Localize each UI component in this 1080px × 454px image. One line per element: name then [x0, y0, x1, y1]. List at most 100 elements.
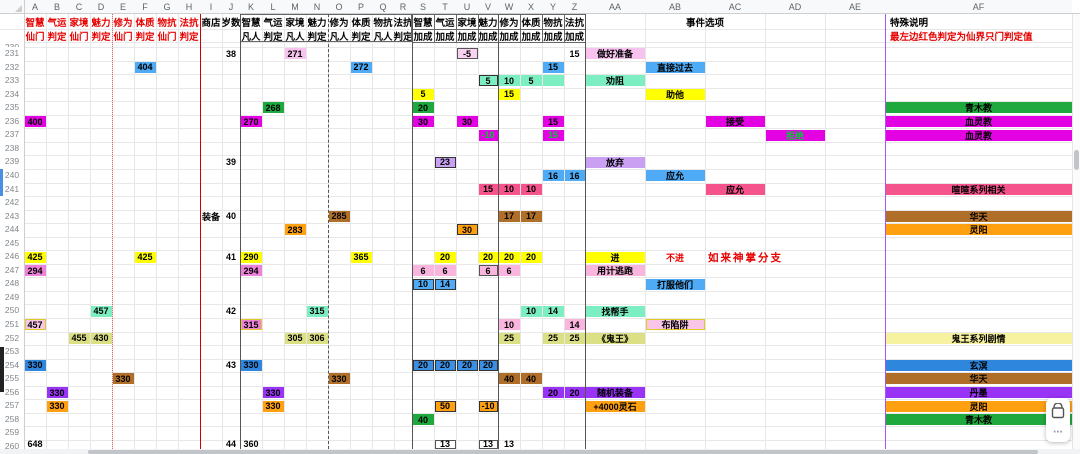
cell-AB251[interactable]: 布陷阱 [645, 319, 705, 331]
header2-D[interactable]: 判定 [91, 31, 111, 43]
cell-A260[interactable]: 648 [27, 439, 43, 450]
cell-J243[interactable]: 40 [225, 211, 236, 222]
col-header-I[interactable]: I [200, 0, 222, 14]
header2-H[interactable]: 判定 [179, 31, 199, 43]
cell-Y252[interactable]: 25 [542, 332, 564, 344]
cell-AB232[interactable]: 直接过去 [645, 61, 705, 73]
cell-K236[interactable]: 270 [240, 116, 262, 128]
col-header-W[interactable]: W [498, 0, 520, 14]
header2-G[interactable]: 仙门 [157, 31, 177, 43]
row-header-238[interactable]: 238 [0, 141, 24, 156]
header1-W[interactable]: 修为 [499, 17, 519, 29]
col-header-Y[interactable]: Y [542, 0, 564, 14]
col-header-H[interactable]: H [178, 0, 200, 14]
col-header-X[interactable]: X [520, 0, 542, 14]
cell-V254[interactable]: 20 [478, 359, 498, 371]
col-header-AC[interactable]: AC [705, 0, 765, 14]
col-header-T[interactable]: T [434, 0, 456, 14]
cell-AF244[interactable]: 灵阳 [885, 224, 1072, 236]
row-header-233[interactable]: 233 [0, 74, 24, 88]
cell-F246[interactable]: 425 [134, 251, 156, 263]
cell-AB246[interactable]: 不进 [665, 252, 684, 263]
cell-P232[interactable]: 272 [350, 61, 372, 73]
cell-V233[interactable]: 5 [478, 75, 498, 87]
cell-J260[interactable]: 44 [225, 439, 236, 450]
row-header-240[interactable]: 240 [0, 168, 24, 183]
cell-T239[interactable]: 23 [434, 156, 456, 168]
cell-W233[interactable]: 10 [498, 75, 520, 87]
header2-Y[interactable]: 加成 [543, 31, 563, 43]
cell-F232[interactable]: 404 [134, 61, 156, 73]
cell-Y240[interactable]: 16 [542, 170, 564, 182]
header1-U[interactable]: 家境 [457, 17, 477, 29]
header2-C[interactable]: 仙门 [69, 31, 89, 43]
cell-AA239[interactable]: 放弃 [585, 156, 645, 168]
header1-P[interactable]: 体质 [351, 17, 371, 29]
row-header-246[interactable]: 246 [0, 250, 24, 264]
col-header-F[interactable]: F [134, 0, 156, 14]
row-header-234[interactable]: 234 [0, 87, 24, 102]
header2-Z[interactable]: 加成 [564, 31, 584, 43]
row-header-245[interactable]: 245 [0, 236, 24, 251]
col-header-O[interactable]: O [328, 0, 350, 14]
header1-D[interactable]: 魅力 [91, 17, 111, 29]
bag-icon[interactable] [1051, 403, 1065, 419]
row-header-258[interactable]: 258 [0, 412, 24, 427]
col-header-U[interactable]: U [456, 0, 478, 14]
row-header-242[interactable]: 242 [0, 196, 24, 210]
col-header-AB[interactable]: AB [645, 0, 705, 14]
more-options[interactable]: ⋯ [1053, 427, 1063, 438]
header1-I[interactable]: 商店 [201, 17, 221, 29]
cell-L257[interactable]: 330 [262, 400, 284, 412]
row-header-250[interactable]: 250 [0, 304, 24, 318]
cell-W246[interactable]: 20 [498, 251, 520, 263]
cell-K246[interactable]: 290 [240, 251, 262, 263]
col-header-N[interactable]: N [306, 0, 328, 14]
cell-AF236[interactable]: 血灵教 [885, 116, 1072, 128]
cell-T246[interactable]: 20 [434, 251, 456, 263]
cell-AF254[interactable]: 玄溟 [885, 359, 1072, 371]
header1-J[interactable]: 岁数 [221, 17, 241, 29]
cell-A236[interactable]: 400 [24, 116, 46, 128]
row-header-232[interactable]: 232 [0, 60, 24, 75]
cell-Z256[interactable]: 20 [564, 387, 585, 399]
header2-U[interactable]: 加成 [457, 31, 477, 43]
cell-Z231[interactable]: 15 [569, 48, 580, 59]
header2-T[interactable]: 加成 [435, 31, 455, 43]
cell-S248[interactable]: 10 [412, 278, 434, 290]
cell-L256[interactable]: 330 [262, 387, 284, 399]
header1-S[interactable]: 智慧 [413, 17, 433, 29]
cell-U244[interactable]: 30 [456, 224, 478, 236]
col-header-B[interactable]: B [46, 0, 68, 14]
cell-AF257[interactable]: 灵阳 [885, 400, 1072, 412]
header1-L[interactable]: 气运 [263, 17, 283, 29]
cell-S235[interactable]: 20 [412, 102, 434, 114]
cell-AC246[interactable]: 如来神掌分支 [708, 251, 783, 264]
cell-D250[interactable]: 457 [90, 305, 112, 317]
cell-D252[interactable]: 430 [90, 332, 112, 344]
cell-AF241[interactable]: 暄暄系列相关 [885, 183, 1072, 195]
cell-AC236[interactable]: 接受 [705, 116, 765, 128]
header2-A[interactable]: 仙门 [25, 31, 45, 43]
col-header-A[interactable]: A [24, 0, 46, 14]
header1-event-options[interactable]: 事件选项 [685, 17, 724, 29]
col-header-L[interactable]: L [262, 0, 284, 14]
horizontal-scrollbar-track[interactable] [0, 449, 1080, 454]
col-header-AA[interactable]: AA [585, 0, 645, 14]
col-header-S[interactable]: S [412, 0, 434, 14]
row-header-243[interactable]: 243 [0, 209, 24, 224]
cell-U254[interactable]: 20 [456, 359, 478, 371]
header1-M[interactable]: 家境 [285, 17, 305, 29]
cell-K260[interactable]: 360 [243, 439, 259, 450]
cell-W234[interactable]: 15 [498, 88, 520, 100]
cell-AA257[interactable]: +4000灵石 [585, 400, 645, 412]
cell-Y256[interactable]: 20 [542, 387, 564, 399]
cell-W247[interactable]: 6 [498, 265, 520, 277]
row-header-231[interactable]: 231 [0, 47, 24, 61]
cell-AB234[interactable]: 助他 [645, 88, 705, 100]
cell-E255[interactable]: 330 [112, 373, 134, 385]
header2-K[interactable]: 凡人 [241, 31, 261, 43]
cell-X255[interactable]: 40 [520, 373, 542, 385]
cell-C252[interactable]: 455 [68, 332, 90, 344]
cell-W252[interactable]: 25 [498, 332, 520, 344]
